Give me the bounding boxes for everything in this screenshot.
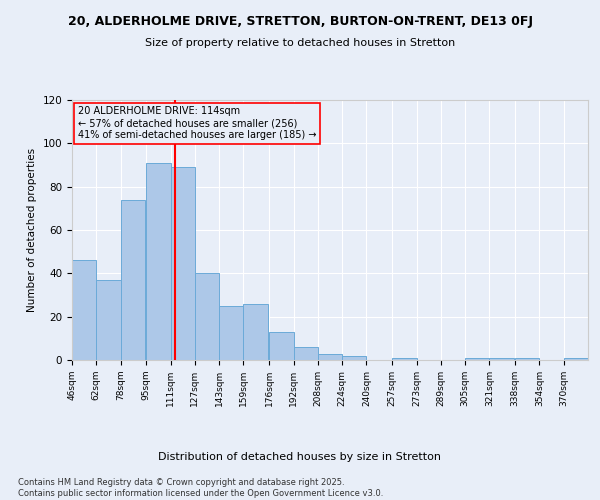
Bar: [293, 347, 318, 360]
Bar: [96, 280, 121, 360]
Bar: [465, 358, 490, 360]
Bar: [195, 274, 219, 360]
Text: 20 ALDERHOLME DRIVE: 114sqm
← 57% of detached houses are smaller (256)
41% of se: 20 ALDERHOLME DRIVE: 114sqm ← 57% of det…: [78, 106, 317, 140]
Y-axis label: Number of detached properties: Number of detached properties: [27, 148, 37, 312]
Bar: [392, 358, 416, 360]
Bar: [121, 200, 145, 360]
Bar: [318, 354, 342, 360]
Text: Distribution of detached houses by size in Stretton: Distribution of detached houses by size …: [158, 452, 442, 462]
Bar: [515, 358, 539, 360]
Text: Size of property relative to detached houses in Stretton: Size of property relative to detached ho…: [145, 38, 455, 48]
Text: Contains HM Land Registry data © Crown copyright and database right 2025.
Contai: Contains HM Land Registry data © Crown c…: [18, 478, 383, 498]
Bar: [244, 304, 268, 360]
Bar: [269, 332, 293, 360]
Text: 20, ALDERHOLME DRIVE, STRETTON, BURTON-ON-TRENT, DE13 0FJ: 20, ALDERHOLME DRIVE, STRETTON, BURTON-O…: [67, 15, 533, 28]
Bar: [342, 356, 367, 360]
Bar: [564, 358, 588, 360]
Bar: [72, 260, 96, 360]
Bar: [146, 163, 170, 360]
Bar: [490, 358, 514, 360]
Bar: [170, 167, 195, 360]
Bar: [219, 306, 244, 360]
